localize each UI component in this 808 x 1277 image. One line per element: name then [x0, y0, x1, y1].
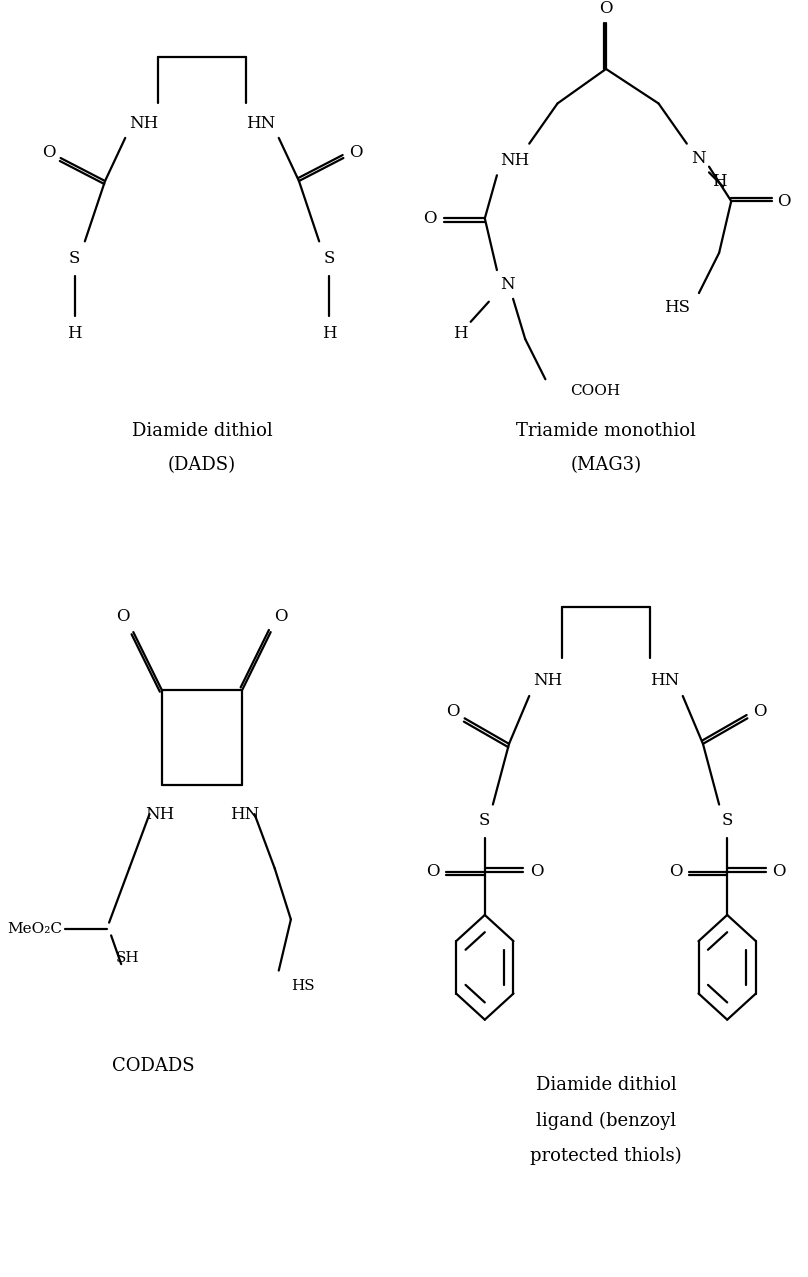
Text: S: S — [69, 250, 81, 267]
Text: S: S — [722, 812, 733, 829]
Text: H: H — [712, 172, 726, 189]
Text: HS: HS — [291, 979, 314, 994]
Text: Diamide dithiol: Diamide dithiol — [132, 421, 272, 441]
Text: O: O — [427, 863, 440, 880]
Text: O: O — [600, 0, 612, 17]
Text: O: O — [42, 144, 55, 161]
Text: O: O — [753, 704, 766, 720]
Text: O: O — [777, 193, 790, 209]
Text: N: N — [692, 149, 706, 166]
Text: O: O — [530, 863, 543, 880]
Text: (MAG3): (MAG3) — [570, 456, 642, 475]
Text: MeO₂C: MeO₂C — [7, 922, 63, 936]
Text: NH: NH — [500, 152, 530, 170]
Text: O: O — [349, 144, 362, 161]
Text: O: O — [274, 608, 288, 624]
Text: CODADS: CODADS — [112, 1057, 195, 1075]
Text: O: O — [116, 608, 130, 624]
Text: O: O — [772, 863, 785, 880]
Text: HN: HN — [246, 115, 276, 132]
Text: HN: HN — [650, 672, 680, 688]
Text: N: N — [499, 276, 515, 292]
Text: O: O — [423, 209, 437, 227]
Text: ligand (benzoyl: ligand (benzoyl — [536, 1111, 676, 1130]
Text: O: O — [446, 704, 459, 720]
Text: S: S — [479, 812, 490, 829]
Text: protected thiols): protected thiols) — [530, 1147, 682, 1165]
Text: NH: NH — [532, 672, 562, 688]
Text: H: H — [67, 324, 82, 342]
Text: H: H — [453, 324, 468, 342]
Text: H: H — [322, 324, 337, 342]
Text: NH: NH — [145, 806, 175, 822]
Text: NH: NH — [128, 115, 158, 132]
Text: (DADS): (DADS) — [168, 456, 236, 475]
Text: HS: HS — [663, 299, 690, 315]
Text: O: O — [669, 863, 682, 880]
Text: HN: HN — [229, 806, 259, 822]
Text: Diamide dithiol: Diamide dithiol — [536, 1077, 676, 1094]
Text: COOH: COOH — [570, 384, 620, 397]
Text: Triamide monothiol: Triamide monothiol — [516, 421, 696, 441]
Text: S: S — [323, 250, 335, 267]
Text: SH: SH — [116, 951, 139, 964]
